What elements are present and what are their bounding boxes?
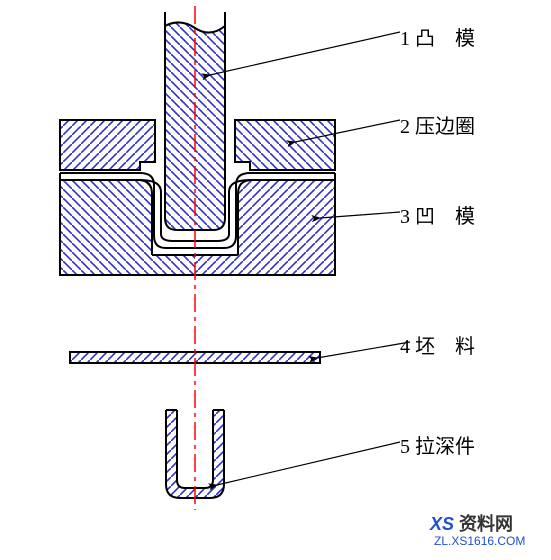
diagram-canvas xyxy=(0,0,551,560)
label-num-5: 5 xyxy=(400,436,410,459)
label-5: 5拉深件 xyxy=(400,430,475,459)
cup-hatch xyxy=(0,0,551,560)
blank-hatch xyxy=(0,0,551,560)
leader-5 xyxy=(217,442,400,485)
label-text-5: 拉深件 xyxy=(415,436,475,458)
holder-left-hatch xyxy=(0,0,551,560)
leader-1 xyxy=(210,32,400,75)
watermark-rest: 资料网 xyxy=(454,514,513,534)
label-num-4: 4 xyxy=(400,336,410,359)
label-text-2: 压边圈 xyxy=(415,116,475,138)
label-text-1: 凸 模 xyxy=(415,28,475,50)
watermark-line2: ZL.XS1616.COM xyxy=(434,534,525,548)
label-text-3: 凹 模 xyxy=(415,206,475,228)
label-num-1: 1 xyxy=(400,28,410,51)
label-num-2: 2 xyxy=(400,116,410,139)
label-1: 1凸 模 xyxy=(400,22,475,51)
label-2: 2压边圈 xyxy=(400,110,475,139)
label-4: 4坯 料 xyxy=(400,330,475,359)
watermark-line1: XS 资料网 xyxy=(430,510,513,536)
label-3: 3凹 模 xyxy=(400,200,475,229)
punch-hatch xyxy=(0,0,551,560)
watermark-xs: XS xyxy=(430,514,454,534)
label-text-4: 坯 料 xyxy=(415,336,475,358)
label-num-3: 3 xyxy=(400,206,410,229)
die-left-hatch xyxy=(0,0,551,560)
leader-4 xyxy=(317,342,410,358)
die-right-hatch xyxy=(0,0,551,560)
holder-right-hatch xyxy=(0,0,551,560)
